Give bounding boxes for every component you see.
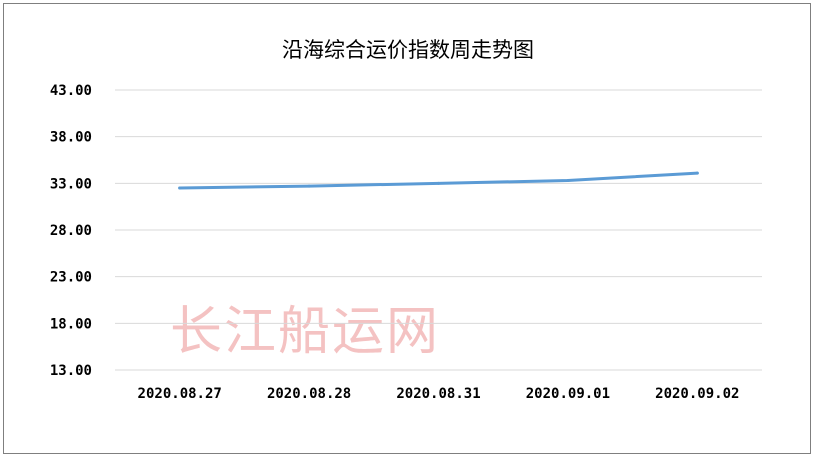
x-tick-label: 2020.09.02 — [655, 386, 739, 402]
x-tick-label: 2020.08.27 — [138, 386, 222, 402]
x-tick-label: 2020.08.28 — [267, 386, 351, 402]
y-tick-label: 38.00 — [50, 130, 92, 146]
series-line — [178, 171, 699, 190]
y-tick-label: 33.00 — [50, 176, 92, 192]
watermark: 长江船运网 — [170, 302, 441, 362]
x-axis-ticks: 2020.08.27 2020.08.28 2020.08.31 2020.09.01… — [138, 386, 740, 402]
chart-frame — [3, 3, 811, 454]
data-point — [178, 186, 182, 190]
series-group — [178, 171, 699, 190]
y-tick-label: 23.00 — [50, 270, 92, 286]
gridlines — [115, 89, 762, 371]
y-tick-label: 13.00 — [50, 363, 92, 379]
chart-title: 沿海综合运价指数周走势图 — [282, 38, 534, 62]
data-point — [307, 184, 311, 188]
y-axis-ticks: 43.00 38.00 33.00 28.00 23.00 18.00 13.00 — [50, 83, 92, 379]
y-tick-label: 28.00 — [50, 223, 92, 239]
y-tick-label: 43.00 — [50, 83, 92, 99]
x-tick-label: 2020.09.01 — [526, 386, 610, 402]
data-point — [695, 171, 699, 175]
data-point — [566, 179, 570, 183]
data-point — [437, 181, 440, 185]
y-tick-label: 18.00 — [50, 316, 92, 332]
x-tick-label: 2020.08.31 — [396, 386, 480, 402]
